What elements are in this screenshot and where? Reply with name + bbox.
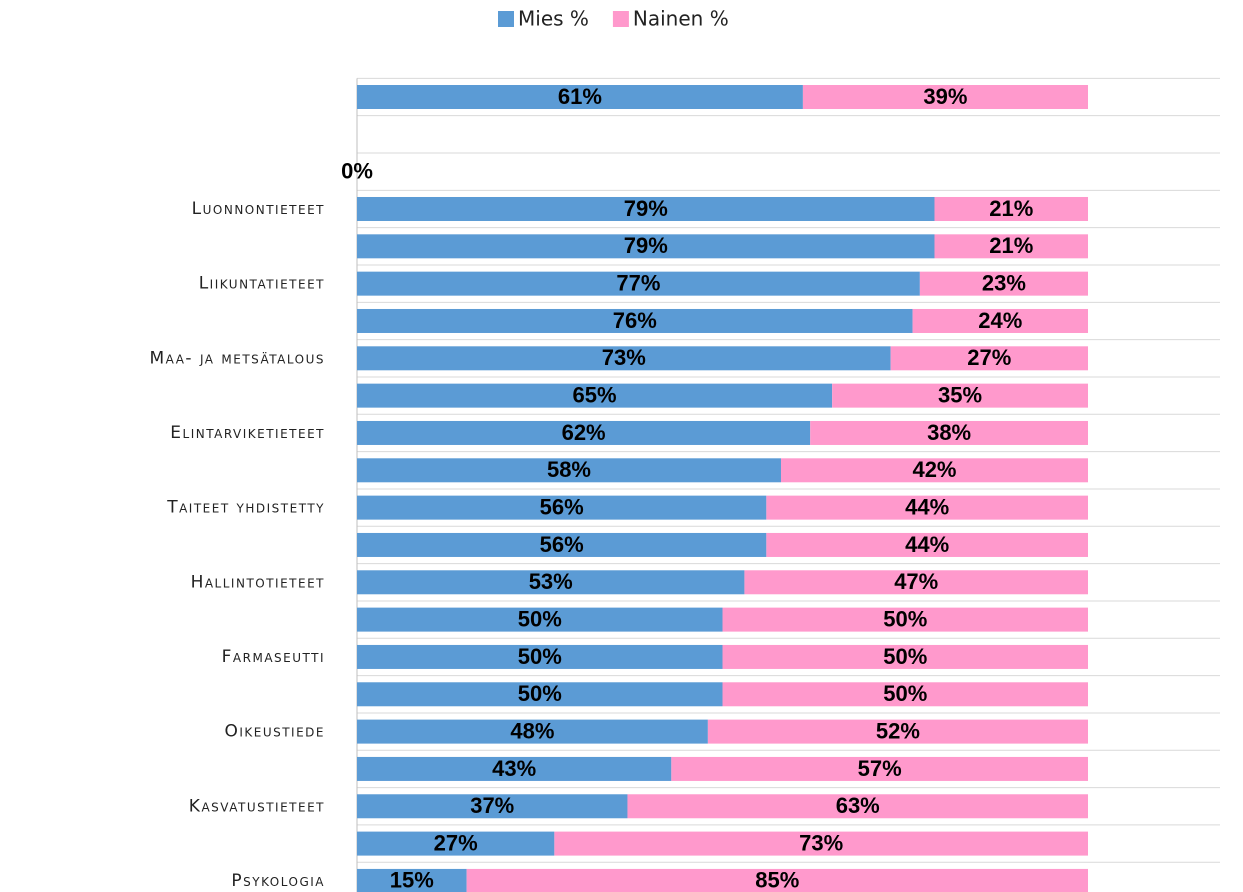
bar-segment	[934, 196, 1088, 221]
legend-swatch	[612, 11, 629, 27]
bar-segment	[357, 607, 723, 632]
value-label: 0%	[341, 158, 373, 183]
value-label: 23%	[982, 270, 1026, 295]
bar-segment	[357, 570, 745, 595]
value-label: 35%	[938, 382, 982, 407]
bar-segment	[671, 756, 1088, 781]
value-label: 79%	[624, 196, 668, 221]
value-label: 57%	[858, 756, 902, 781]
category-label: Hallintotieteet	[191, 572, 325, 592]
bar-segment	[357, 346, 891, 371]
value-label: 47%	[894, 569, 938, 594]
value-label: 50%	[883, 606, 927, 631]
category-label: Luonnontieteet	[192, 199, 325, 219]
value-label: 38%	[927, 420, 971, 445]
value-label: 44%	[905, 532, 949, 557]
value-label: 21%	[989, 196, 1033, 221]
value-label: 50%	[518, 644, 562, 669]
value-label: 58%	[547, 457, 591, 482]
bar-segment	[357, 682, 723, 707]
bar-segment	[890, 346, 1088, 371]
legend-label: Mies %	[518, 7, 589, 31]
value-label: 48%	[510, 718, 554, 743]
category-label: Elintarviketieteet	[170, 423, 325, 443]
bar-segment	[766, 495, 1088, 520]
value-label: 21%	[989, 233, 1033, 258]
value-label: 77%	[616, 270, 660, 295]
value-label: 27%	[434, 830, 478, 855]
bar-segment	[357, 271, 920, 296]
value-label: 42%	[912, 457, 956, 482]
value-label: 50%	[518, 606, 562, 631]
bar-segment	[934, 234, 1088, 259]
category-label: Kasvatustieteet	[189, 796, 325, 816]
value-label: 15%	[390, 868, 434, 892]
bar-segment	[357, 458, 781, 483]
value-label: 73%	[799, 830, 843, 855]
value-label: 56%	[540, 494, 584, 519]
bar-segment	[357, 234, 935, 259]
bar-segment	[919, 271, 1088, 296]
bar-segment	[554, 831, 1088, 856]
category-label: Liikuntatieteet	[199, 274, 325, 294]
bar-segment	[722, 644, 1088, 669]
category-label: Oikeustiede	[224, 722, 325, 742]
bar-segment	[766, 532, 1088, 557]
value-label: 27%	[967, 345, 1011, 370]
category-label: Maa- ja metsätalous	[150, 348, 326, 368]
category-label: Psykologia	[231, 871, 325, 891]
value-label: 24%	[978, 308, 1022, 333]
value-label: 39%	[923, 84, 967, 109]
bar-segment	[357, 85, 803, 109]
bar-segment	[722, 682, 1088, 707]
bar-segment	[357, 794, 628, 819]
value-label: 50%	[883, 644, 927, 669]
value-label: 62%	[562, 420, 606, 445]
value-label: 63%	[836, 793, 880, 818]
bar-segment	[357, 644, 723, 669]
value-label: 50%	[518, 681, 562, 706]
bar-segment	[707, 719, 1088, 744]
bar-segment	[780, 458, 1088, 483]
bar-segment	[357, 831, 555, 856]
value-label: 61%	[558, 84, 602, 109]
bar-segment	[810, 420, 1088, 445]
value-label: 52%	[876, 718, 920, 743]
value-label: 43%	[492, 756, 536, 781]
category-label: Taiteet yhdistetty	[166, 498, 325, 518]
legend-label: Nainen %	[633, 7, 729, 31]
bar-segment	[744, 570, 1088, 595]
bar-segment	[722, 607, 1088, 632]
value-label: 85%	[755, 868, 799, 892]
bar-segment	[912, 308, 1088, 333]
value-label: 53%	[529, 569, 573, 594]
bar-segment	[357, 719, 708, 744]
bar-segment	[802, 85, 1088, 109]
value-label: 65%	[573, 382, 617, 407]
value-label: 73%	[602, 345, 646, 370]
legend-swatch	[498, 11, 514, 27]
bar-segment	[357, 868, 467, 892]
bar-segment	[832, 383, 1088, 408]
bar-segment	[627, 794, 1088, 819]
value-label: 76%	[613, 308, 657, 333]
bar-segment	[357, 196, 935, 221]
bar-segment	[357, 495, 767, 520]
value-label: 44%	[905, 494, 949, 519]
bar-segment	[466, 868, 1088, 892]
value-label: 56%	[540, 532, 584, 557]
bar-segment	[357, 308, 913, 333]
bar-segment	[357, 420, 811, 445]
value-label: 79%	[624, 233, 668, 258]
category-label: Farmaseutti	[222, 647, 325, 667]
bar-segment	[357, 383, 833, 408]
bar-segment	[357, 532, 767, 557]
value-label: 37%	[470, 793, 514, 818]
value-label: 50%	[883, 681, 927, 706]
bar-segment	[357, 756, 672, 781]
